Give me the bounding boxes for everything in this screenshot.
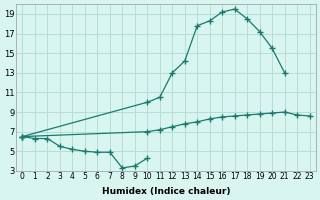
X-axis label: Humidex (Indice chaleur): Humidex (Indice chaleur): [102, 187, 230, 196]
